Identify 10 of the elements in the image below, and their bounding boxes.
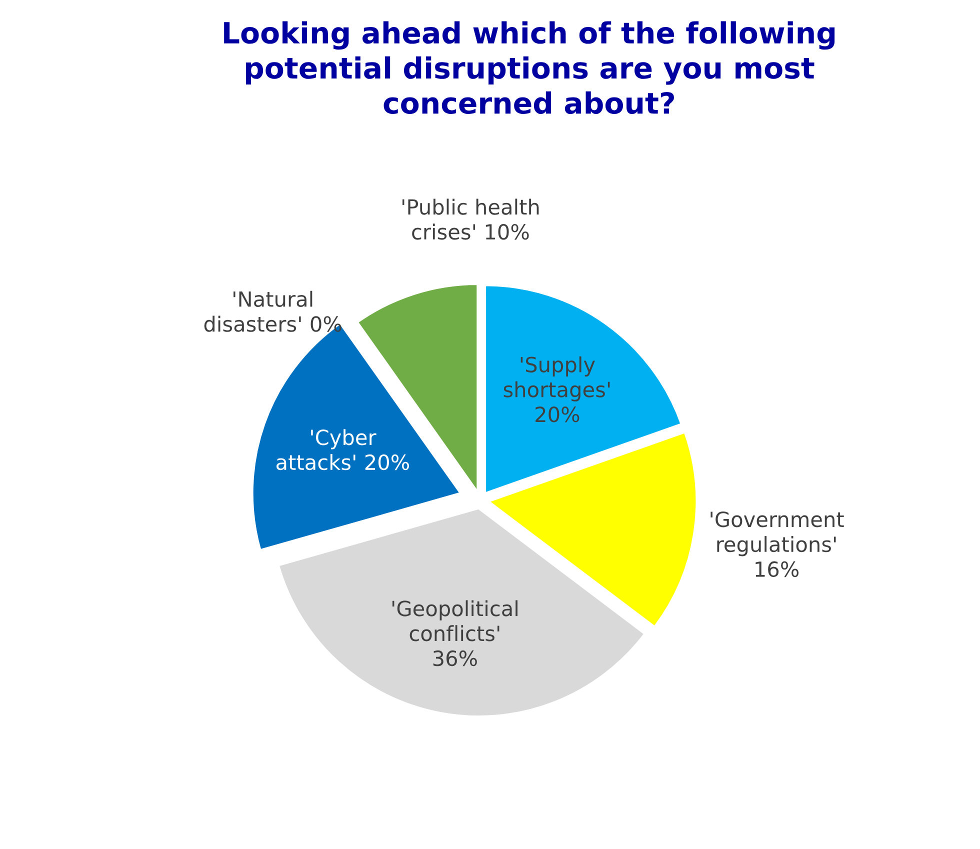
data-label: 36% bbox=[433, 650, 477, 666]
slice-label: 'Supply shortages' bbox=[504, 356, 610, 402]
slice-label: 'Geopolitical conflicts' bbox=[392, 600, 518, 642]
slice-label: 'Cyber attacks' 20% bbox=[276, 429, 410, 470]
slice-label: 'Government regulations' bbox=[710, 511, 844, 556]
category-label: 'Natural disasters' 0% bbox=[204, 290, 342, 332]
slice-label: 'Public health crises' 10% bbox=[402, 198, 539, 240]
chart-title: Looking ahead which of the following potential disruptions are you most concerned about? bbox=[224, 21, 835, 114]
data-label: 20% bbox=[536, 406, 580, 422]
data-label: 16% bbox=[756, 561, 799, 578]
